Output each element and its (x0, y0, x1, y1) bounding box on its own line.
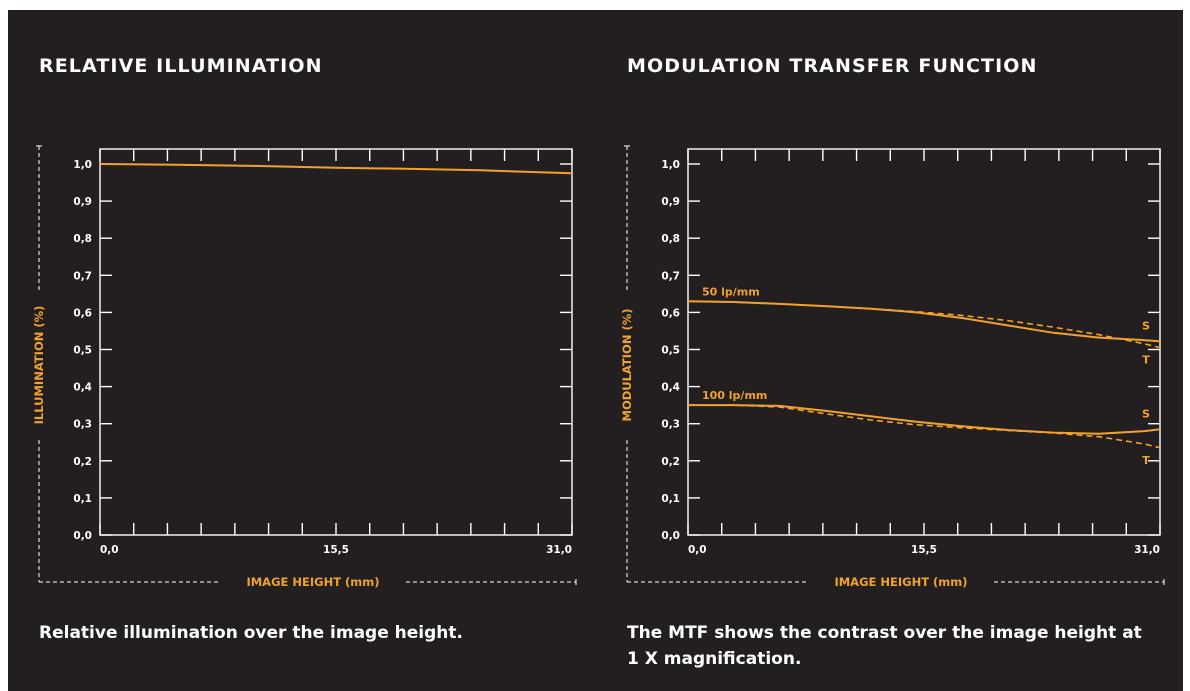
y-axis-label: MODULATION (%) (620, 308, 634, 421)
y-tick-label: 0,1 (73, 493, 92, 505)
left-caption: Relative illumination over the image hei… (39, 623, 463, 643)
y-tick-label: 0,3 (661, 419, 680, 431)
left-chart-title: RELATIVE ILLUMINATION (39, 55, 323, 77)
y-tick-label: 0,6 (73, 307, 92, 319)
background-panel (8, 10, 1183, 691)
y-axis-label: ILLUMINATION (%) (32, 306, 46, 425)
y-tick-label: 0,7 (73, 270, 92, 282)
y-tick-label: 0,5 (661, 345, 680, 357)
y-tick-label: 0,8 (73, 233, 92, 245)
50-lp-mm-t-series-line (687, 300, 1161, 349)
series-end-label: S (1142, 407, 1150, 420)
y-tick-label: 0,3 (73, 419, 92, 431)
frequency-annotation: 100 lp/mm (702, 389, 767, 402)
100-lp-mm-s-series-line (688, 404, 1161, 435)
x-tick-label: 31,0 (1134, 544, 1160, 556)
y-tick-label: 1,0 (73, 159, 92, 171)
right-chart-title: MODULATION TRANSFER FUNCTION (627, 55, 1038, 77)
y-tick-label: 0,0 (73, 530, 92, 542)
plot-frame (687, 148, 1161, 536)
x-tick-label: 15,5 (911, 544, 937, 556)
y-tick-label: 0,8 (661, 233, 680, 245)
x-axis-label: IMAGE HEIGHT (mm) (834, 575, 967, 589)
50-lp-mm-s-series-line (687, 300, 1161, 343)
y-tick-label: 0,7 (661, 270, 680, 282)
100-lp-mm-t-series-line (688, 404, 1161, 449)
y-tick-label: 0,0 (661, 530, 680, 542)
right-caption: The MTF shows the contrast over the imag… (627, 623, 1142, 669)
x-tick-label: 31,0 (546, 544, 572, 556)
x-tick-label: 15,5 (323, 544, 349, 556)
x-axis-label: IMAGE HEIGHT (mm) (246, 575, 379, 589)
series-end-label: S (1142, 319, 1150, 332)
x-tick-label: 0,0 (100, 544, 119, 556)
y-tick-label: 0,4 (73, 382, 92, 394)
y-tick-label: 0,9 (661, 196, 680, 208)
series-end-label: T (1142, 454, 1150, 467)
y-tick-label: 1,0 (661, 159, 680, 171)
series-end-label: T (1142, 354, 1150, 367)
series-line (99, 163, 573, 175)
y-tick-label: 0,6 (661, 307, 680, 319)
x-tick-label: 0,0 (688, 544, 707, 556)
y-tick-label: 0,2 (661, 456, 680, 468)
plot-frame (99, 148, 573, 536)
y-tick-label: 0,9 (73, 196, 92, 208)
mtf-chart: 0,0 0,1 0,2 0,3 0,4 0,5 0,6 0,7 0,8 0,9 1,0 0,0 15,5… (620, 145, 1165, 589)
frequency-annotation: 50 lp/mm (702, 285, 760, 298)
y-tick-label: 0,2 (73, 456, 92, 468)
y-tick-label: 0,4 (661, 382, 680, 394)
relative-illumination-chart: 0,0 0,1 0,2 0,3 0,4 0,5 0,6 0,7 0,8 0,9 1,0 0,0 15,5… (32, 145, 577, 589)
y-tick-label: 0,1 (661, 493, 680, 505)
y-tick-label: 0,5 (73, 345, 92, 357)
